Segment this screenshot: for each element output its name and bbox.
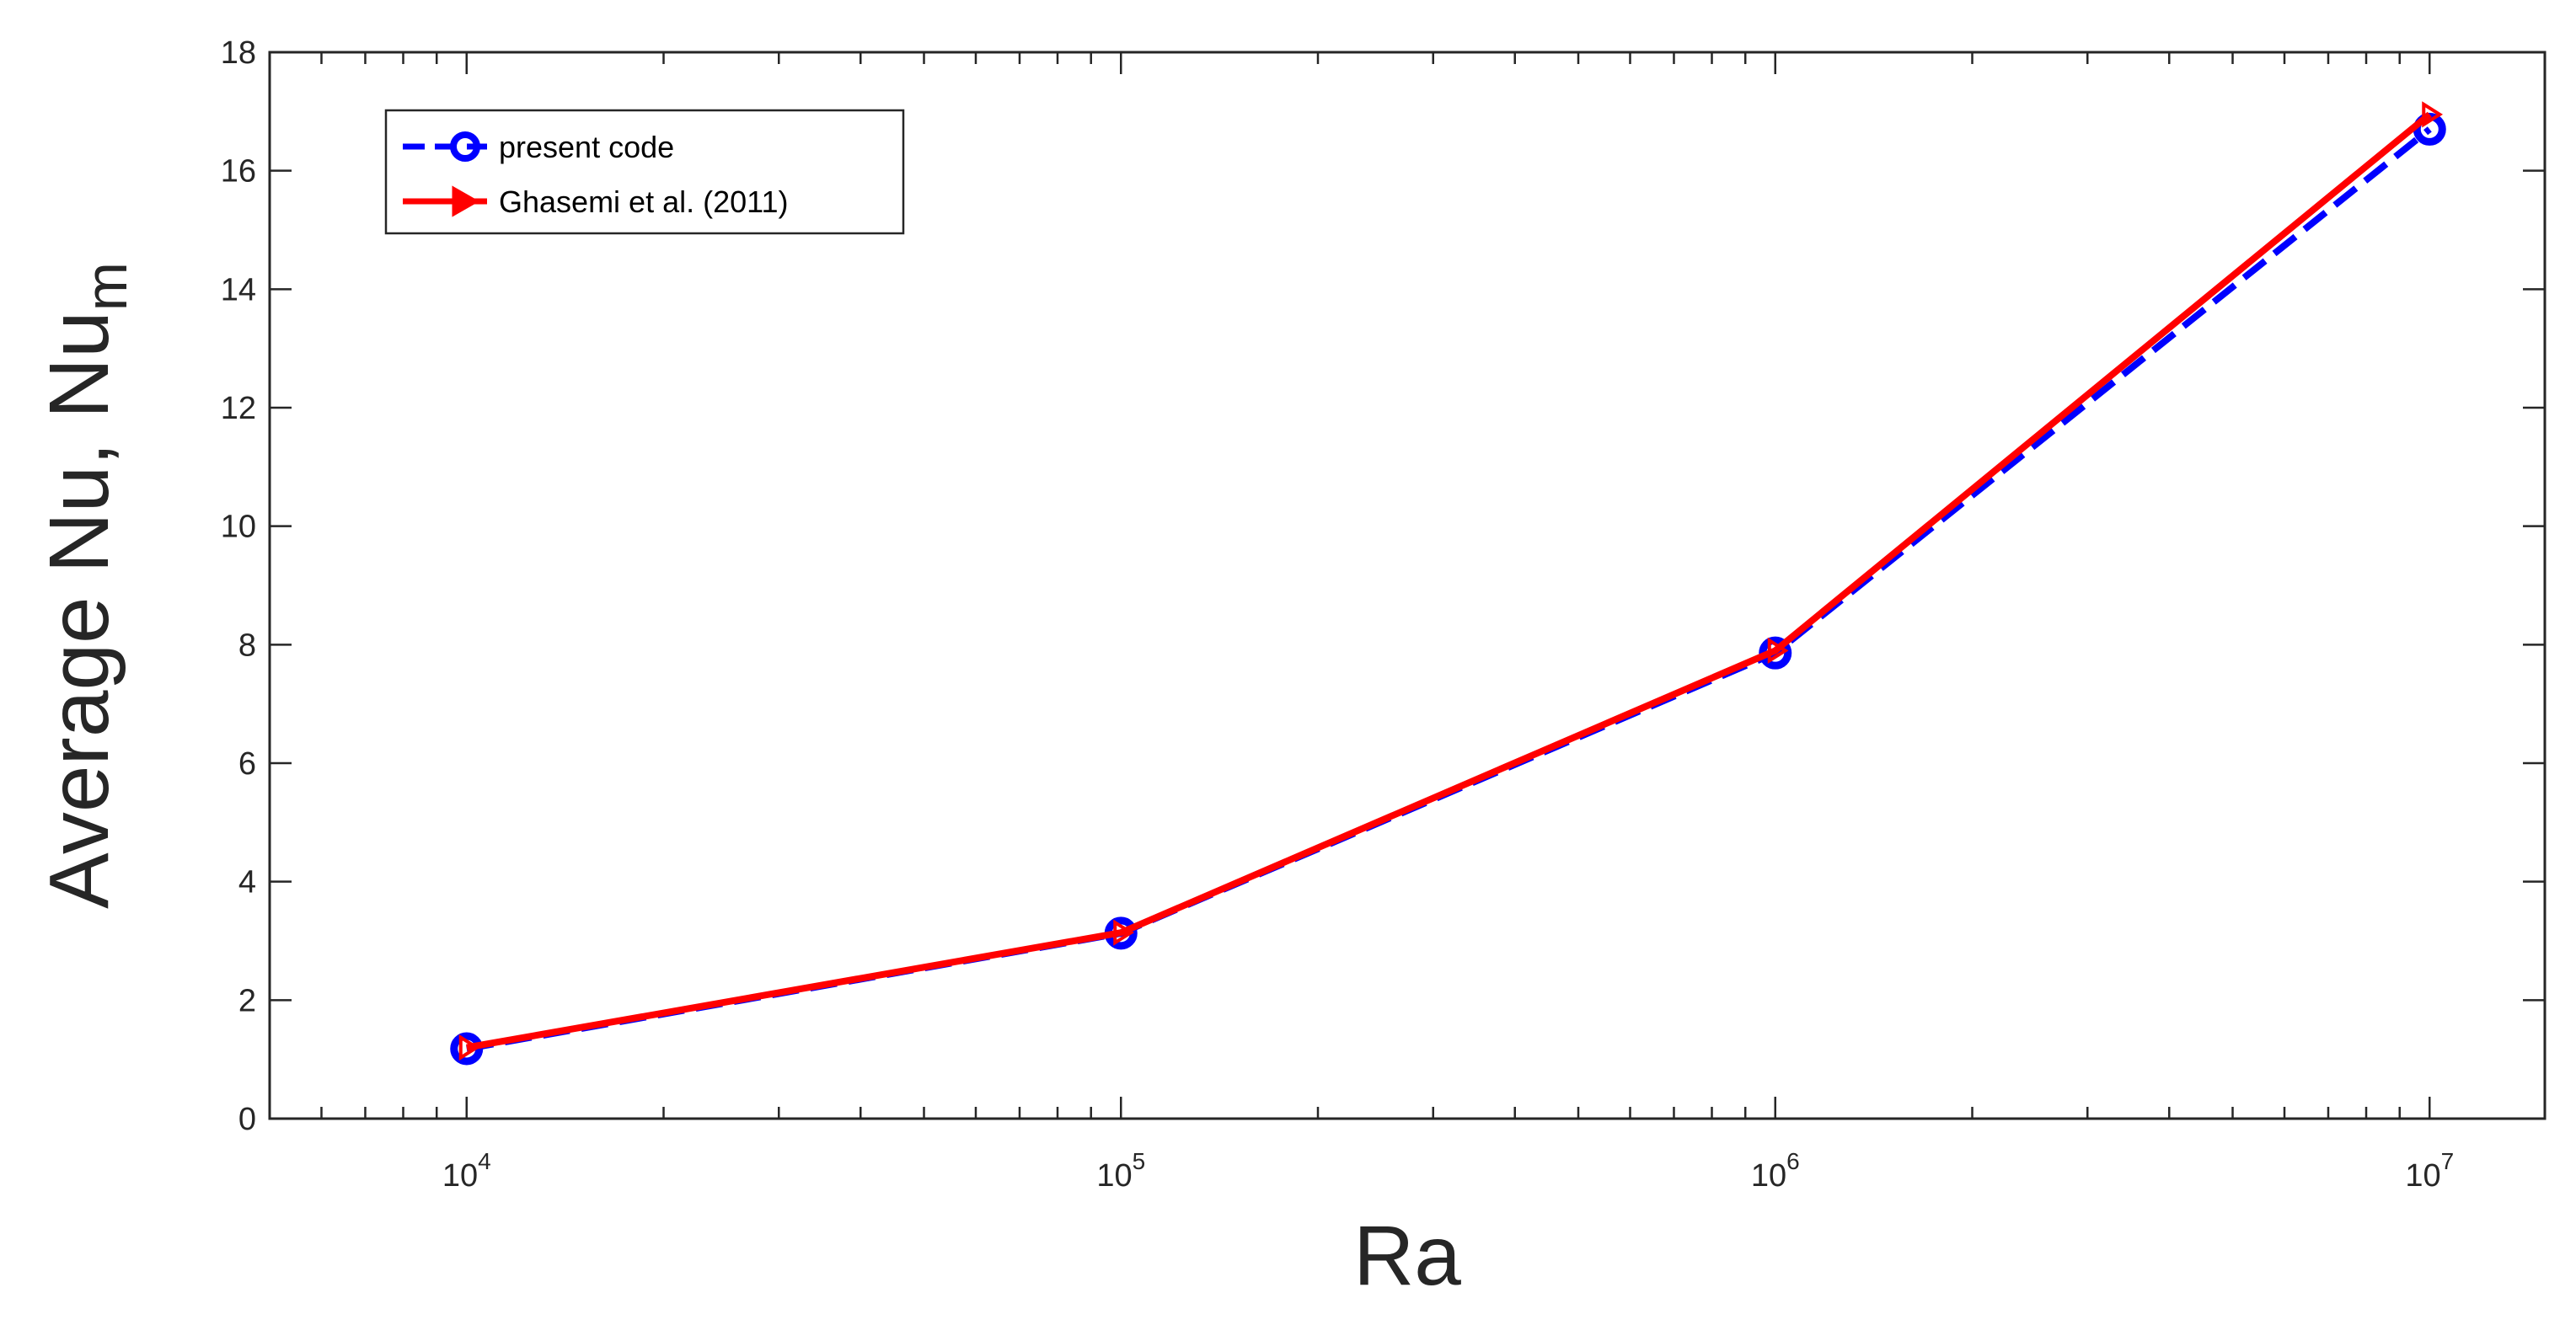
y-axis-title: Average Nu, Num [32,262,139,909]
legend-marker-present-code [450,131,480,162]
legend-box [384,109,905,235]
y-tick-label: 2 [238,983,256,1018]
x-tick-label-exponent: 6 [1786,1148,1800,1174]
plot-frame [268,51,2547,1120]
point-ghasemi [1767,637,1789,664]
x-axis-title: Ra [1353,1209,1461,1303]
x-tick-labels: 104 105 106 107 [442,1148,2454,1194]
y-tick-label: 16 [221,154,256,190]
legend-marker-ghasemi [452,185,480,217]
point-ghasemi [1113,919,1135,946]
x-tick-label: 105 [1096,1148,1145,1194]
y-tick-label: 6 [238,746,256,782]
point-ghasemi [458,1034,480,1061]
y-tick-label: 0 [238,1102,256,1137]
x-tick-label-base: 10 [442,1158,478,1194]
x-tick-label: 107 [2405,1148,2454,1194]
y-tick-label: 10 [221,510,256,545]
series-layer [450,101,2446,1066]
x-tick-label-base: 10 [1751,1158,1786,1194]
point-ghasemi [2422,101,2444,128]
x-tick-label: 104 [442,1148,491,1194]
y-tick-labels: 0 2 4 6 8 10 12 14 16 18 [221,35,256,1137]
x-tick-label: 106 [1751,1148,1800,1194]
x-tick-label-base: 10 [2405,1158,2440,1194]
x-tick-label-exponent: 7 [2441,1148,2455,1174]
legend-label-present-code: present code [499,130,674,164]
y-axis-title-main: Average Nu, Nu [32,311,126,909]
x-tick-label-base: 10 [1096,1158,1132,1194]
y-tick-label: 8 [238,628,256,663]
y-axis-title-subscript: m [73,262,139,311]
legend: present code Ghasemi et al. (2011) [384,109,905,235]
y-tick-label: 4 [238,865,256,900]
x-tick-label-exponent: 4 [478,1148,491,1174]
legend-label-ghasemi: Ghasemi et al. (2011) [499,184,789,219]
y-tick-label: 14 [221,272,256,307]
y-tick-label: 18 [221,35,256,71]
series-line-ghasemi [466,111,2432,1051]
y-tick-label: 12 [221,391,256,426]
x-tick-label-exponent: 5 [1133,1148,1146,1174]
